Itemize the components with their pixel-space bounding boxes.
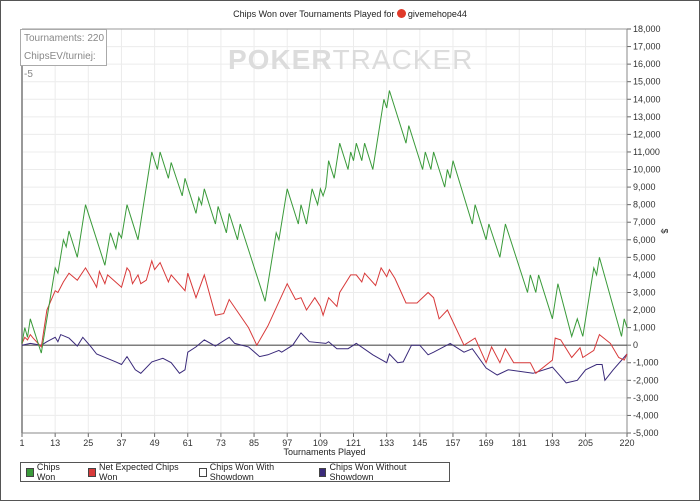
series-line-chips-won-without-showdown bbox=[21, 332, 628, 384]
x-tick-label: 61 bbox=[183, 438, 193, 448]
legend-swatch bbox=[26, 467, 34, 477]
legend-swatch bbox=[88, 467, 97, 477]
y-tick-label: 6,000 bbox=[633, 235, 656, 245]
y-tick-label: 7,000 bbox=[633, 217, 656, 227]
y-tick-label: 1,000 bbox=[633, 323, 656, 333]
chipsev-per-tournament: ChipsEV/turniej: -5 bbox=[24, 51, 96, 80]
x-tick-label: 145 bbox=[412, 438, 427, 448]
legend-swatch bbox=[198, 467, 207, 477]
y-tick-label: 0 bbox=[633, 340, 638, 350]
x-tick-label: 109 bbox=[313, 438, 328, 448]
y-tick-label: 17,000 bbox=[633, 42, 661, 52]
spade-icon bbox=[396, 9, 406, 18]
x-tick-label: 85 bbox=[249, 438, 259, 448]
y-axis-label: $ bbox=[659, 228, 670, 234]
y-tick-label: 5,000 bbox=[633, 252, 656, 262]
x-tick-label: 97 bbox=[282, 438, 292, 448]
x-tick-label: 37 bbox=[116, 438, 126, 448]
legend-item-net-expected[interactable]: Net Expected Chips Won bbox=[88, 462, 185, 482]
y-tick-label: 11,000 bbox=[633, 147, 660, 157]
y-tick-label: 15,000 bbox=[633, 77, 661, 87]
x-tick-label: 133 bbox=[379, 438, 394, 448]
y-tick-label: -4,000 bbox=[633, 410, 659, 420]
legend: Chips Won Net Expected Chips Won Chips W… bbox=[20, 462, 450, 482]
y-tick-label: 10,000 bbox=[633, 165, 661, 175]
legend-item-chips-won[interactable]: Chips Won bbox=[26, 462, 74, 482]
y-tick-label: 12,000 bbox=[633, 129, 661, 139]
tournaments-count: Tournaments: 220 bbox=[24, 33, 105, 44]
legend-item-without-showdown[interactable]: Chips Won Without Showdown bbox=[318, 462, 436, 482]
y-tick-label: 18,000 bbox=[633, 24, 661, 34]
x-tick-label: 193 bbox=[545, 438, 560, 448]
x-tick-label: 49 bbox=[150, 438, 160, 448]
legend-swatch bbox=[318, 467, 327, 477]
y-tick-label: -1,000 bbox=[633, 358, 659, 368]
x-tick-label: 169 bbox=[479, 438, 494, 448]
legend-item-with-showdown[interactable]: Chips Won With Showdown bbox=[198, 462, 305, 482]
y-tick-label: 2,000 bbox=[633, 305, 656, 315]
x-tick-label: 25 bbox=[83, 438, 93, 448]
y-tick-label: 9,000 bbox=[633, 182, 656, 192]
x-tick-label: 181 bbox=[512, 438, 527, 448]
stats-box: Tournaments: 220 ChipsEV/turniej: -5 bbox=[20, 29, 107, 80]
y-tick-label: -5,000 bbox=[633, 428, 659, 438]
chart-title: Chips Won over Tournaments Played for gi… bbox=[233, 9, 467, 19]
y-tick-label: 8,000 bbox=[633, 200, 656, 210]
y-tick-label: 4,000 bbox=[633, 270, 656, 280]
x-tick-label: 121 bbox=[346, 438, 361, 448]
series-line-net-expected-chips-won bbox=[21, 259, 628, 375]
x-tick-label: 157 bbox=[445, 438, 460, 448]
y-tick-label: 3,000 bbox=[633, 287, 656, 297]
y-tick-label: -2,000 bbox=[633, 375, 659, 385]
x-tick-label: 13 bbox=[50, 438, 60, 448]
y-tick-label: 14,000 bbox=[633, 94, 661, 104]
x-tick-label: 220 bbox=[619, 438, 634, 448]
player-name: givemehope44 bbox=[407, 9, 467, 19]
x-tick-label: 1 bbox=[19, 438, 24, 448]
x-axis-label: Tournaments Played bbox=[283, 447, 366, 457]
y-tick-label: -3,000 bbox=[633, 393, 659, 403]
y-tick-label: 16,000 bbox=[633, 59, 661, 69]
x-tick-label: 205 bbox=[578, 438, 593, 448]
y-tick-label: 13,000 bbox=[633, 112, 661, 122]
x-tick-label: 73 bbox=[216, 438, 226, 448]
series-line-chips-won bbox=[21, 90, 628, 354]
